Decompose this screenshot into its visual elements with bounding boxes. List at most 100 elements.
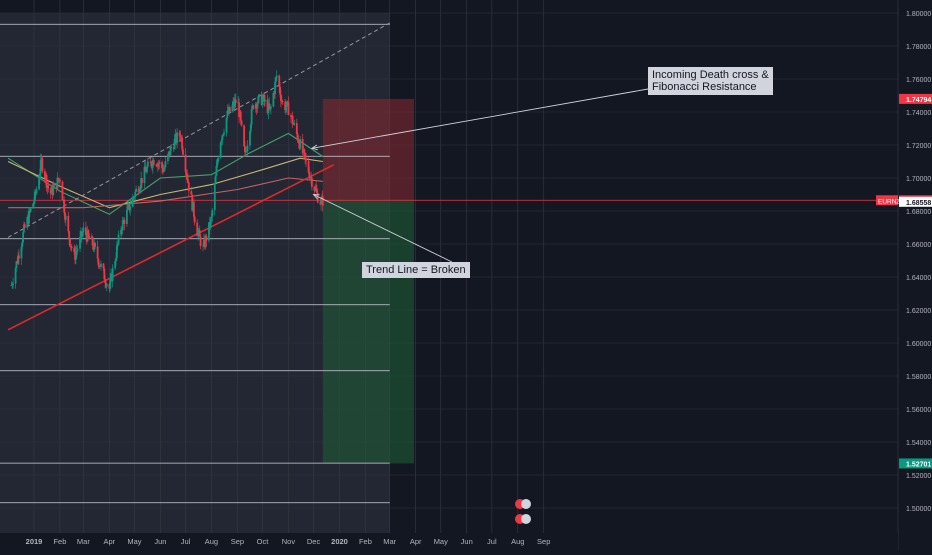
- candle-body: [131, 197, 134, 207]
- candle-body: [249, 131, 251, 146]
- candle-body: [22, 232, 25, 243]
- candle-body: [316, 192, 319, 203]
- candle-body: [275, 75, 278, 78]
- moving-average-line[interactable]: [7, 132, 324, 215]
- x-tick-label: Nov: [282, 537, 296, 546]
- y-tick-label: 1.66000: [906, 242, 931, 249]
- candle-body: [123, 219, 126, 224]
- candle-body: [308, 172, 311, 179]
- annotation-arrow[interactable]: [313, 194, 453, 263]
- candle-body: [170, 146, 173, 148]
- candle-body: [310, 177, 313, 187]
- x-tick-label: Oct: [257, 537, 270, 546]
- candle-body: [193, 216, 196, 223]
- y-tick-label: 1.56000: [906, 407, 931, 414]
- candle-body: [179, 135, 182, 138]
- candle-body: [291, 115, 294, 125]
- candle-body: [287, 101, 290, 116]
- event-marker-badge[interactable]: [521, 499, 531, 509]
- candle-body: [217, 157, 220, 162]
- candle-body: [225, 118, 228, 133]
- candle-body: [295, 123, 298, 134]
- trend-line[interactable]: [7, 164, 335, 331]
- y-tick-label: 1.60000: [906, 341, 931, 348]
- candle-body: [269, 106, 272, 109]
- take-profit-zone[interactable]: [322, 200, 414, 464]
- y-tick-label: 1.76000: [906, 77, 931, 84]
- event-marker-badge[interactable]: [521, 514, 531, 524]
- price-axis-background: [898, 0, 932, 550]
- symbol-tag: EURNZD: [878, 198, 905, 205]
- moving-average-line[interactable]: [7, 157, 323, 209]
- candle-body: [33, 201, 35, 204]
- candle-body: [181, 137, 184, 150]
- candle-body: [197, 232, 199, 237]
- candle-body: [257, 96, 260, 104]
- x-tick-label: Jun: [154, 537, 166, 546]
- candle-body: [304, 152, 307, 159]
- candle-body: [59, 179, 61, 182]
- x-tick-label: May: [434, 537, 448, 546]
- x-tick-label: Feb: [359, 537, 372, 546]
- x-tick-label: Sep: [231, 537, 244, 546]
- candle-body: [115, 245, 118, 259]
- candle-body: [176, 132, 179, 143]
- candle-body: [305, 158, 307, 161]
- candle-body: [134, 191, 137, 198]
- candle-body: [158, 162, 161, 164]
- candle-body: [250, 109, 253, 125]
- price-label-tag[interactable]: [899, 458, 932, 469]
- candle-body: [261, 97, 264, 105]
- x-tick-label: Jul: [181, 537, 191, 546]
- candle-body: [116, 243, 119, 246]
- candle-body: [243, 125, 245, 147]
- stop-loss-zone[interactable]: [322, 98, 414, 201]
- candle-body: [303, 149, 306, 153]
- candle-body: [281, 101, 284, 103]
- candle-body: [129, 206, 132, 211]
- y-tick-label: 1.78000: [906, 44, 931, 51]
- y-tick-label: 1.72000: [906, 143, 931, 150]
- candle-body: [120, 229, 122, 235]
- death-cross-note[interactable]: Incoming Death cross & Fibonacci Resista…: [648, 67, 773, 95]
- candle-body: [252, 105, 255, 109]
- trend-line-note[interactable]: Trend Line = Broken: [362, 262, 470, 278]
- candle-body: [315, 187, 317, 191]
- y-tick-label: 1.54000: [906, 440, 931, 447]
- candle-body: [297, 140, 300, 143]
- candle-body: [162, 170, 165, 172]
- price-label-tag[interactable]: [899, 196, 932, 207]
- candle-body: [272, 92, 275, 107]
- candle-body: [23, 224, 26, 228]
- price-label-tag[interactable]: [899, 93, 932, 104]
- channel-line[interactable]: [7, 22, 390, 238]
- candle-body: [152, 160, 155, 165]
- candle-body: [231, 105, 234, 112]
- x-tick-label: Jun: [461, 537, 473, 546]
- candle-body: [320, 199, 322, 205]
- candle-body: [11, 284, 14, 286]
- candle-body: [321, 196, 324, 206]
- candle-body: [47, 185, 50, 189]
- candle-body: [187, 182, 190, 192]
- candle-body: [70, 246, 73, 249]
- y-tick-label: 1.64000: [906, 275, 931, 282]
- x-tick-label: Mar: [383, 537, 396, 546]
- candle-body: [61, 181, 64, 201]
- candle-body: [163, 167, 166, 171]
- candle-body: [164, 161, 167, 168]
- candle-body: [208, 222, 210, 241]
- symbol-tag-background[interactable]: [876, 195, 898, 206]
- candle-body: [17, 255, 19, 264]
- x-tick-label: 2020: [331, 537, 348, 546]
- moving-average-line[interactable]: [8, 177, 323, 209]
- candle-body: [82, 227, 85, 233]
- x-tick-label: Mar: [77, 537, 90, 546]
- time-axis-background: [0, 533, 898, 550]
- candle-body: [239, 111, 242, 121]
- annotation-arrow[interactable]: [311, 88, 649, 149]
- candle-body: [81, 232, 84, 237]
- x-tick-label: Apr: [103, 537, 115, 546]
